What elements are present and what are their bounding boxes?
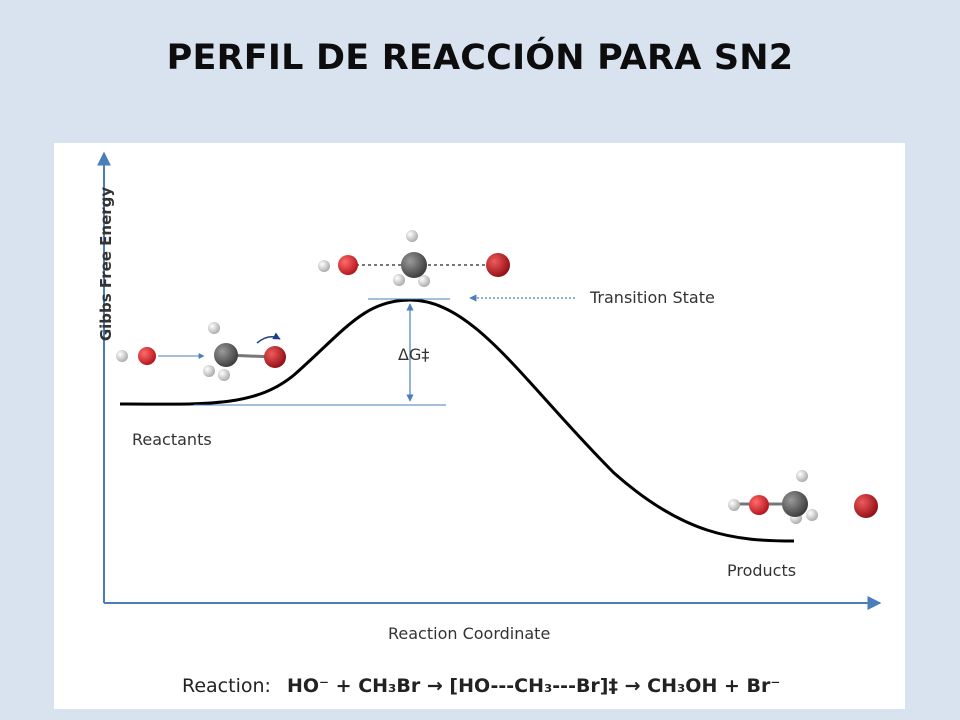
reactants-label: Reactants [132,430,212,449]
transition-state-label: Transition State [590,288,715,307]
reactants-molecules [116,322,286,381]
reaction-prefix: Reaction: [182,675,271,697]
reaction-equation: HO⁻ + CH₃Br → [HO---CH₃---Br]‡ → CH₃OH +… [286,675,781,697]
slide-title: PERFIL DE REACCIÓN PARA SN2 [166,38,794,78]
energy-curve [119,298,795,543]
products-molecules [728,470,878,524]
transition-state-molecule [318,230,510,287]
reaction-equation-line: Reaction: HO⁻ + CH₃Br → [HO---CH₃---Br]‡… [182,675,822,697]
y-axis-label: Gibbs Free Energy [97,186,115,342]
energy-diagram [97,151,882,610]
products-label: Products [727,561,797,580]
diagram-panel: Gibbs Free Energy Reactants Transition S… [54,143,905,709]
delta-g-label: ΔG‡ [398,345,430,364]
x-axis-label: Reaction Coordinate [388,624,551,643]
